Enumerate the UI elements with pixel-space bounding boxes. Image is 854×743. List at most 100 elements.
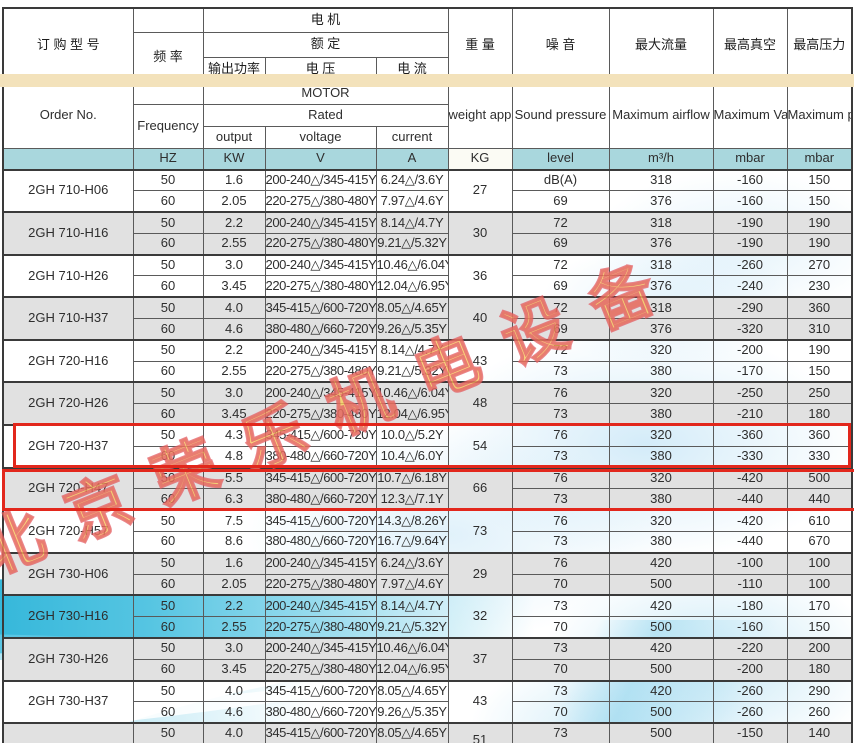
table-row: 60 4.6 380-480△/660-720Y 9.26△/5.35Y 70 … <box>3 701 853 724</box>
voltage-cell: 345-415△/600-720Y <box>264 424 377 447</box>
table-row: 60 2.05 220-275△/380-480Y 7.97△/4.6Y 70 … <box>3 573 853 596</box>
pressure-cell: 170 <box>786 594 853 618</box>
sound-cell: 73 <box>511 403 610 426</box>
sound-cell: 72 <box>511 211 610 234</box>
kw-cell: 2.2 <box>202 211 266 234</box>
voltage-cell: 380-480△/660-720Y <box>264 318 377 341</box>
voltage-cell: 345-415△/600-720Y <box>264 722 377 743</box>
pressure-cell: 610 <box>786 509 853 533</box>
airflow-cell: 320 <box>608 424 714 447</box>
vacuum-cell: -260 <box>712 253 788 277</box>
pressure-cell: 190 <box>786 232 853 256</box>
vacuum-cell: -110 <box>712 573 788 596</box>
vacuum-cell: -190 <box>712 211 788 234</box>
airflow-cell: 376 <box>608 275 714 298</box>
pressure-cell: 150 <box>786 360 853 383</box>
hz-cell: 60 <box>132 190 204 213</box>
pressure-cell: 200 <box>786 637 853 660</box>
weight-cell: 40 <box>447 296 513 341</box>
header-vacuum-en: Maximum Vacuum <box>712 81 788 149</box>
kw-cell: 4.0 <box>202 722 266 743</box>
voltage-cell: 200-240△/345-415Y <box>264 637 377 660</box>
voltage-cell: 220-275△/380-480Y <box>264 403 377 426</box>
current-cell: 9.21△/5.32Y <box>375 232 449 256</box>
current-cell: 9.26△/5.35Y <box>375 318 449 341</box>
kw-cell: 2.2 <box>202 594 266 618</box>
vacuum-cell: -160 <box>712 616 788 639</box>
kw-cell: 2.55 <box>202 360 266 383</box>
airflow-cell: 380 <box>608 403 714 426</box>
table-row-partial: 50 4.0 345-415△/600-720Y 8.05△/4.65Y 51 … <box>2 722 853 743</box>
table-row: 2GH 730-H06 50 1.6 200-240△/345-415Y 6.2… <box>2 551 853 596</box>
current-cell: 12.04△/6.95Y <box>375 403 449 426</box>
weight-cell: 29 <box>447 551 513 596</box>
hz-cell: 50 <box>132 211 204 234</box>
sound-cell: 70 <box>511 658 610 682</box>
kw-cell: 3.0 <box>202 381 266 405</box>
airflow-cell: 500 <box>608 573 714 596</box>
table-row-highlighted: 60 6.3 380-480△/660-720Y 12.3△/7.1Y 73 3… <box>3 488 853 511</box>
model-cell <box>2 722 134 743</box>
header-noise-en: Sound pressure <box>511 81 610 149</box>
current-cell: 12.3△/7.1Y <box>375 488 449 511</box>
header-vacuum-cn: 最高真空 <box>712 7 788 83</box>
kw-cell: 3.0 <box>202 637 266 660</box>
sound-cell: 69 <box>511 190 610 213</box>
airflow-cell: 380 <box>608 531 714 554</box>
airflow-cell: 320 <box>608 338 714 362</box>
sound-cell: 76 <box>511 424 610 447</box>
pressure-cell: 670 <box>786 531 853 554</box>
kw-cell: 4.6 <box>202 318 266 341</box>
pressure-cell: 190 <box>786 211 853 234</box>
hz-cell: 60 <box>132 232 204 256</box>
weight-cell: 37 <box>447 637 513 682</box>
hz-cell: 60 <box>132 360 204 383</box>
header-airflow-en: Maximum airflow <box>608 81 714 149</box>
vacuum-cell: -200 <box>712 658 788 682</box>
weight-cell: 43 <box>447 338 513 383</box>
vacuum-cell: -190 <box>712 232 788 256</box>
kw-cell: 2.55 <box>202 232 266 256</box>
model-cell: 2GH 730-H26 <box>2 637 134 682</box>
hz-cell: 60 <box>132 488 204 511</box>
vacuum-cell: -420 <box>712 466 788 490</box>
voltage-cell: 220-275△/380-480Y <box>264 573 377 596</box>
current-cell: 10.46△/6.04Y <box>375 253 449 277</box>
airflow-cell: 318 <box>608 168 714 192</box>
airflow-cell: 380 <box>608 445 714 469</box>
hz-cell: 50 <box>132 466 204 490</box>
voltage-cell: 220-275△/380-480Y <box>264 275 377 298</box>
table-row: 60 2.55 220-275△/380-480Y 9.21△/5.32Y 70… <box>3 616 853 639</box>
vacuum-cell: -170 <box>712 360 788 383</box>
pressure-cell: 360 <box>786 424 853 447</box>
pressure-cell: 180 <box>786 403 853 426</box>
header-weight-cn: 重 量 <box>447 7 513 83</box>
current-cell: 9.21△/5.32Y <box>375 360 449 383</box>
kw-cell: 4.0 <box>202 679 266 703</box>
hz-cell: 50 <box>132 594 204 618</box>
model-cell: 2GH 710-H06 <box>2 168 134 213</box>
sound-cell: 69 <box>511 275 610 298</box>
table-row: 2GH 730-H16 50 2.2 200-240△/345-415Y 8.1… <box>2 594 853 639</box>
vacuum-cell: -260 <box>712 679 788 703</box>
airflow-cell: 380 <box>608 488 714 511</box>
kw-cell: 2.2 <box>202 338 266 362</box>
table-row: 2GH 720-H26 50 3.0 200-240△/345-415Y 10.… <box>2 381 853 426</box>
voltage-cell: 200-240△/345-415Y <box>264 253 377 277</box>
sound-cell: 72 <box>511 253 610 277</box>
weight-cell: 36 <box>447 253 513 298</box>
header-airflow-cn: 最大流量 <box>608 7 714 83</box>
kw-cell: 2.05 <box>202 573 266 596</box>
voltage-cell: 380-480△/660-720Y <box>264 445 377 469</box>
weight-cell: 51 <box>447 722 513 743</box>
voltage-cell: 200-240△/345-415Y <box>264 594 377 618</box>
current-cell: 10.7△/6.18Y <box>375 466 449 490</box>
model-cell: 2GH 720-H26 <box>2 381 134 426</box>
table-row: 60 8.6 380-480△/660-720Y 16.7△/9.64Y 73 … <box>3 531 853 554</box>
hz-cell: 60 <box>132 616 204 639</box>
model-cell: 2GH 730-H16 <box>2 594 134 639</box>
voltage-cell: 220-275△/380-480Y <box>264 616 377 639</box>
vacuum-cell: -250 <box>712 381 788 405</box>
vacuum-cell: -160 <box>712 168 788 192</box>
